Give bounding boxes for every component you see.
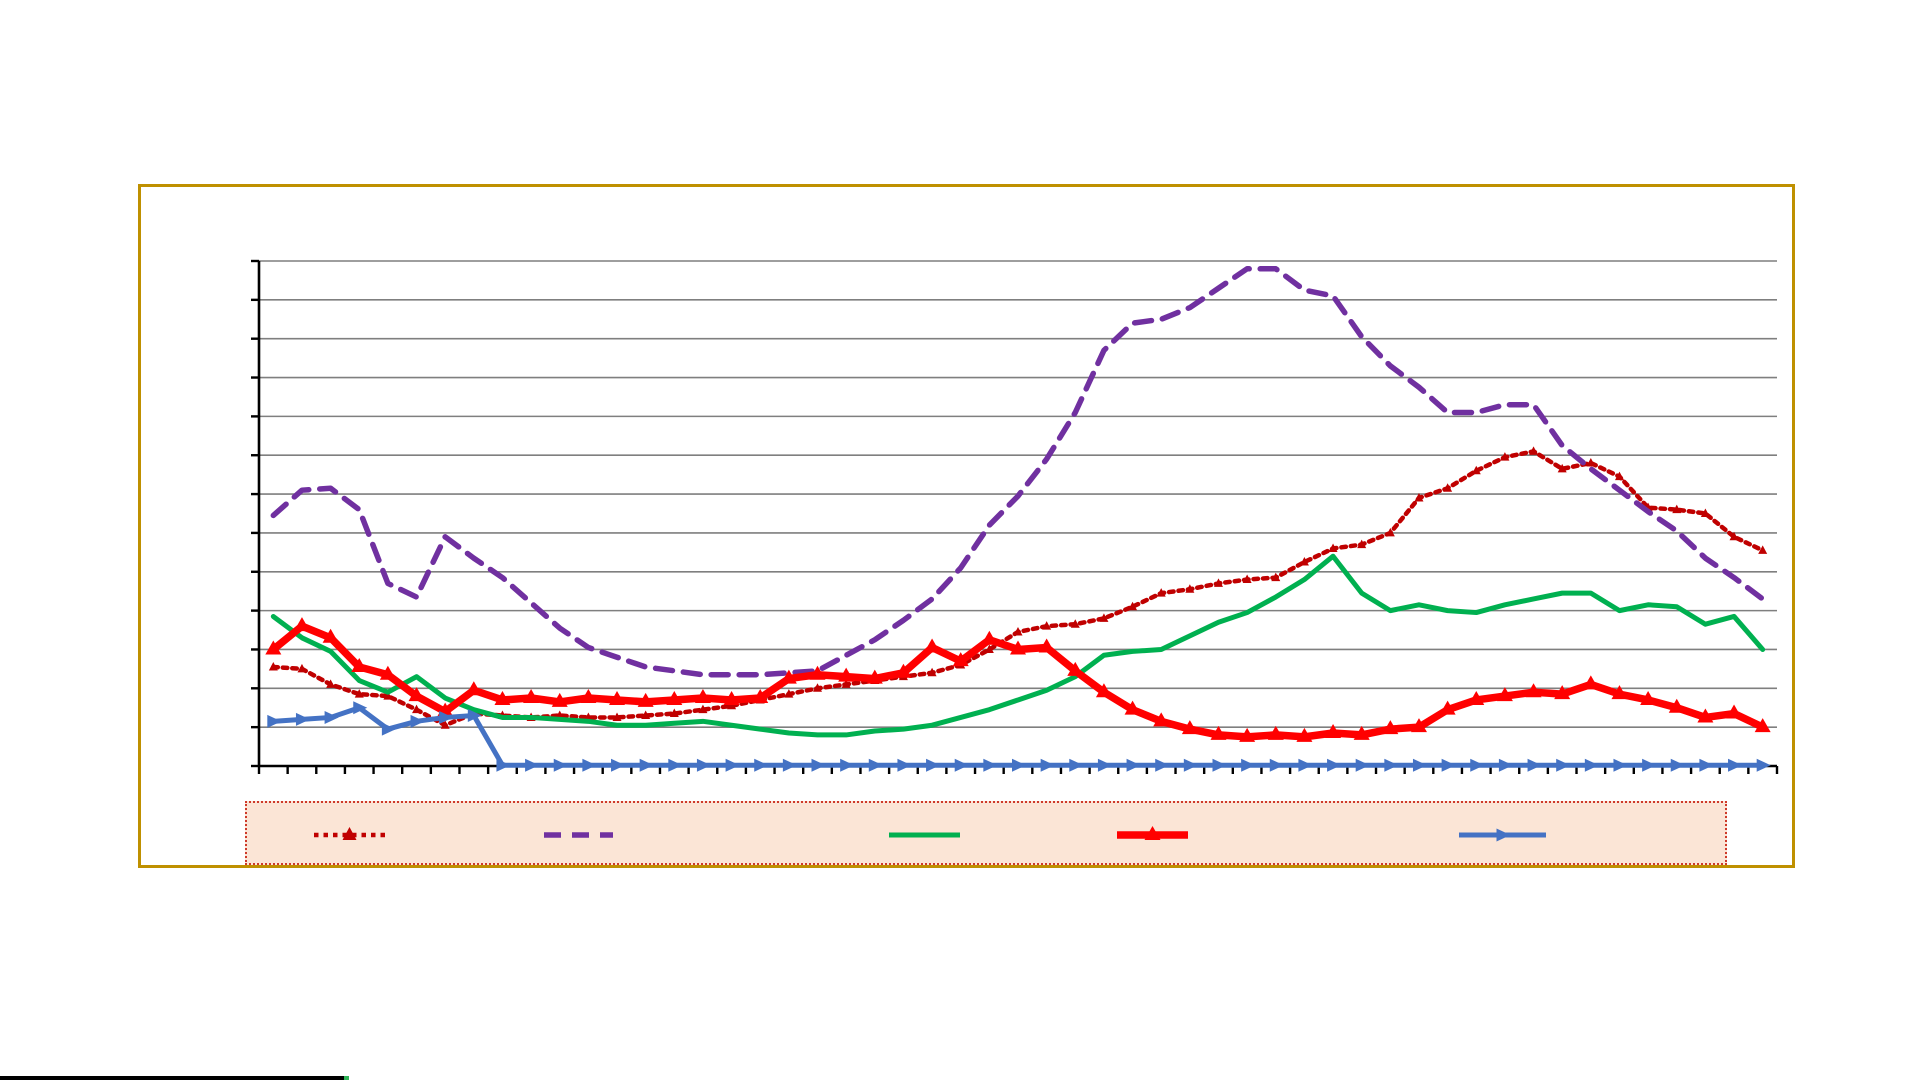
series-solid-green-line: [270, 553, 1766, 738]
bottom-edge-speck: [344, 1076, 349, 1080]
legend-sample-dashed-purple: [544, 832, 613, 838]
series-blue-arrows-markers: [267, 701, 1771, 772]
legend-sample-solid-green: [889, 832, 960, 838]
legend-sample-blue-arrows: [1459, 828, 1546, 842]
bottom-edge-line: [0, 1076, 344, 1080]
series-blue-arrows: [267, 701, 1771, 772]
chart-frame: [138, 184, 1795, 868]
legend-sample-dotted-dark-red: [314, 827, 385, 840]
series-thick-red-triangles: [265, 617, 1771, 742]
series-dashed-purple-line: [270, 266, 1766, 678]
series-dashed-purple: [270, 266, 1766, 678]
series-solid-green: [270, 553, 1766, 738]
legend: [245, 801, 1727, 865]
series-dotted-dark-red-markers: [268, 446, 1768, 729]
legend-sample-thick-red-triangles: [1117, 826, 1188, 840]
series-dotted-dark-red: [268, 446, 1768, 729]
series-thick-red-triangles-markers: [265, 617, 1771, 742]
gridlines: [259, 260, 1777, 728]
